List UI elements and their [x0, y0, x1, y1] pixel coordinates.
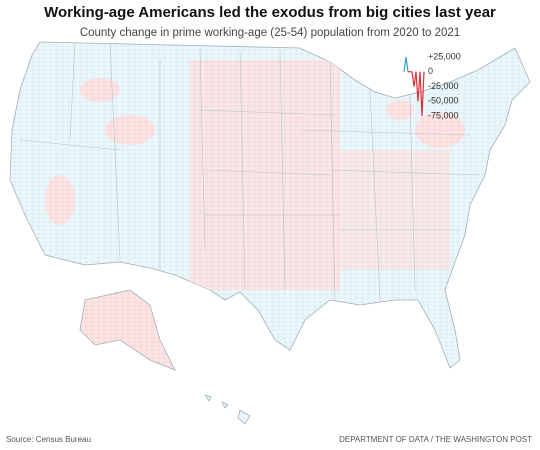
- us-map: [9, 41, 531, 425]
- legend-label: +25,000: [428, 51, 461, 61]
- legend-label: -50,000: [428, 96, 459, 106]
- legend-label: -25,000: [428, 81, 459, 91]
- legend-spike: [403, 56, 409, 72]
- legend-label: 0: [428, 66, 433, 76]
- legend: +25,000 0 -25,000 -50,000 -75,000: [403, 51, 461, 120]
- source: Source: Census Bureau: [6, 435, 91, 444]
- legend-label: -75,000: [428, 110, 459, 120]
- legend-spike: [415, 71, 421, 102]
- subtitle: County change in prime working-age (25-5…: [80, 27, 460, 39]
- legend-spike: [411, 71, 417, 87]
- legend-spike: [419, 71, 425, 117]
- title: Working-age Americans led the exodus fro…: [44, 4, 496, 21]
- credit: DEPARTMENT OF DATA / THE WASHINGTON POST: [339, 435, 532, 444]
